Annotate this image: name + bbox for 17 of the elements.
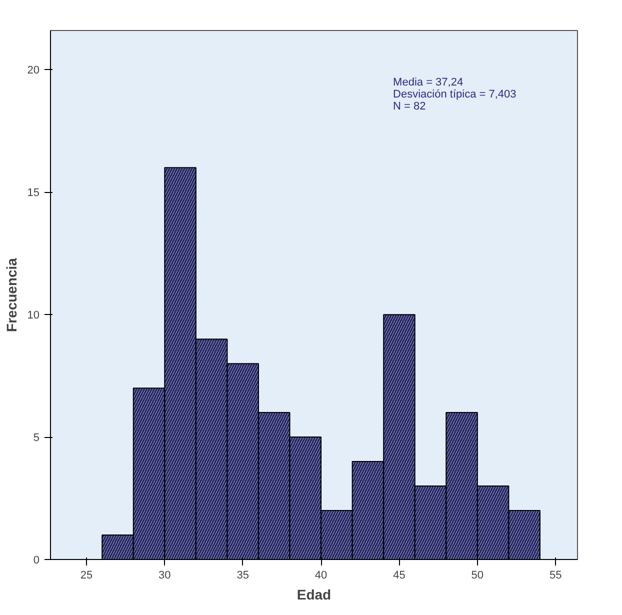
y-axis-title: Frecuencia	[3, 258, 20, 332]
y-tick-label: 15	[27, 187, 40, 200]
x-tick-label: 45	[393, 570, 406, 582]
x-tick-label: 50	[471, 570, 484, 582]
x-tick-label: 35	[236, 570, 249, 582]
x-tick-label: 40	[314, 570, 328, 582]
x-tick-label: 25	[80, 570, 93, 582]
x-axis-title: Edad	[296, 586, 332, 602]
x-tick-label: 55	[549, 570, 562, 582]
y-tick-label: 0	[33, 554, 40, 566]
x-tick-label: 30	[158, 570, 171, 582]
y-tick-label: 20	[27, 64, 40, 77]
annotation: Desviación típica = 7,403	[393, 88, 516, 100]
y-tick-label: 5	[33, 432, 40, 444]
annotation: Media = 37,24	[393, 76, 464, 88]
annotation: N = 82	[393, 100, 426, 112]
y-tick-label: 10	[27, 310, 40, 322]
